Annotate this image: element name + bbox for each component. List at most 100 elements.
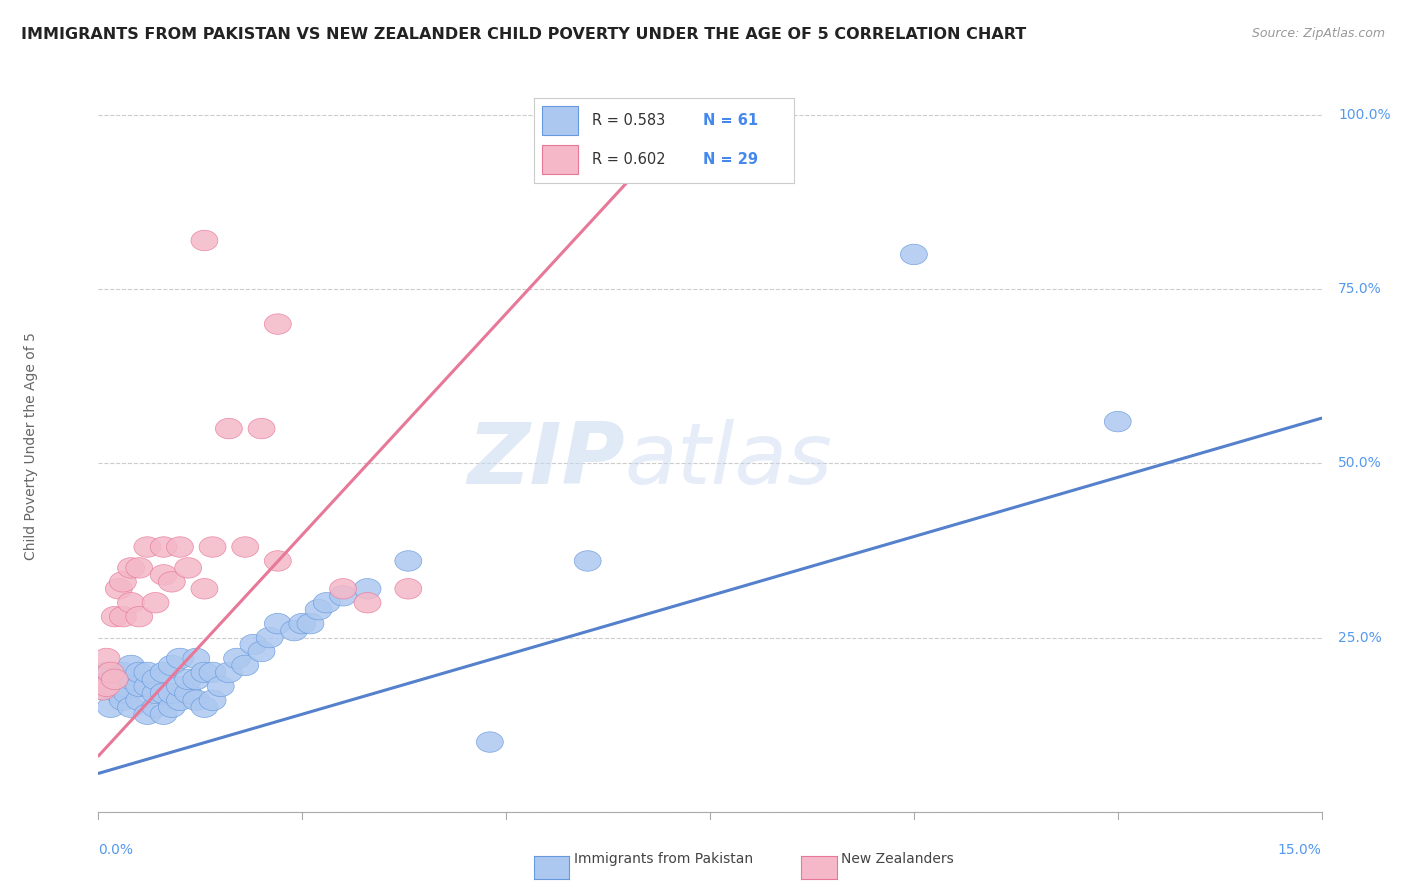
Ellipse shape [142,669,169,690]
Ellipse shape [183,669,209,690]
Ellipse shape [314,592,340,613]
Ellipse shape [93,673,120,693]
Ellipse shape [264,614,291,634]
Ellipse shape [354,579,381,599]
Ellipse shape [395,550,422,571]
Ellipse shape [159,572,186,592]
Ellipse shape [101,669,128,690]
Ellipse shape [159,683,186,704]
Ellipse shape [166,648,194,669]
Text: 15.0%: 15.0% [1278,843,1322,857]
Text: N = 29: N = 29 [703,152,758,167]
Ellipse shape [125,662,153,682]
Ellipse shape [97,662,124,682]
Ellipse shape [134,537,160,558]
Ellipse shape [200,662,226,682]
Ellipse shape [110,676,136,697]
Ellipse shape [105,683,132,704]
Ellipse shape [215,418,242,439]
Ellipse shape [166,537,194,558]
FancyBboxPatch shape [543,106,578,136]
Ellipse shape [264,314,291,334]
Ellipse shape [297,614,323,634]
Ellipse shape [142,697,169,717]
Ellipse shape [101,607,128,627]
Ellipse shape [305,599,332,620]
Ellipse shape [174,683,201,704]
Ellipse shape [93,648,120,669]
Text: Immigrants from Pakistan: Immigrants from Pakistan [574,852,752,866]
Ellipse shape [142,592,169,613]
Ellipse shape [183,690,209,711]
Text: atlas: atlas [624,419,832,502]
Ellipse shape [256,627,283,648]
Ellipse shape [232,537,259,558]
Ellipse shape [354,592,381,613]
Ellipse shape [224,648,250,669]
Ellipse shape [142,683,169,704]
Ellipse shape [93,662,120,682]
Text: IMMIGRANTS FROM PAKISTAN VS NEW ZEALANDER CHILD POVERTY UNDER THE AGE OF 5 CORRE: IMMIGRANTS FROM PAKISTAN VS NEW ZEALANDE… [21,27,1026,42]
Ellipse shape [110,662,136,682]
Ellipse shape [114,683,141,704]
Ellipse shape [89,680,115,700]
Ellipse shape [191,230,218,251]
Ellipse shape [118,697,145,717]
Ellipse shape [174,669,201,690]
Ellipse shape [166,690,194,711]
Text: R = 0.583: R = 0.583 [592,113,665,128]
Ellipse shape [125,676,153,697]
Ellipse shape [159,697,186,717]
Ellipse shape [134,662,160,682]
Ellipse shape [264,550,291,571]
FancyBboxPatch shape [543,145,578,175]
Ellipse shape [118,656,145,675]
Ellipse shape [247,641,276,662]
Ellipse shape [101,676,128,697]
Ellipse shape [200,537,226,558]
Ellipse shape [395,579,422,599]
Text: Source: ZipAtlas.com: Source: ZipAtlas.com [1251,27,1385,40]
Text: 75.0%: 75.0% [1339,282,1382,296]
Ellipse shape [101,669,128,690]
Ellipse shape [150,704,177,724]
Ellipse shape [159,656,186,675]
Ellipse shape [329,585,357,606]
Text: Child Poverty Under the Age of 5: Child Poverty Under the Age of 5 [24,332,38,560]
Ellipse shape [150,537,177,558]
Text: R = 0.602: R = 0.602 [592,152,665,167]
Ellipse shape [247,418,276,439]
Text: 0.0%: 0.0% [98,843,134,857]
Ellipse shape [105,579,132,599]
Ellipse shape [150,565,177,585]
Ellipse shape [166,676,194,697]
Ellipse shape [174,558,201,578]
Ellipse shape [118,592,145,613]
Text: ZIP: ZIP [467,419,624,502]
Ellipse shape [110,572,136,592]
Ellipse shape [125,558,153,578]
Ellipse shape [118,669,145,690]
Ellipse shape [1104,411,1132,432]
Text: 50.0%: 50.0% [1339,457,1382,470]
Ellipse shape [329,579,357,599]
Ellipse shape [150,662,177,682]
Text: N = 61: N = 61 [703,113,758,128]
Ellipse shape [232,656,259,675]
Ellipse shape [125,607,153,627]
Ellipse shape [110,607,136,627]
Ellipse shape [89,680,115,700]
Ellipse shape [574,550,602,571]
Ellipse shape [118,558,145,578]
Ellipse shape [207,676,235,697]
Ellipse shape [215,662,242,682]
Ellipse shape [183,648,209,669]
Ellipse shape [191,579,218,599]
Ellipse shape [200,690,226,711]
Ellipse shape [191,697,218,717]
Ellipse shape [477,731,503,752]
Ellipse shape [93,676,120,697]
Ellipse shape [191,662,218,682]
Ellipse shape [150,683,177,704]
Ellipse shape [240,634,267,655]
